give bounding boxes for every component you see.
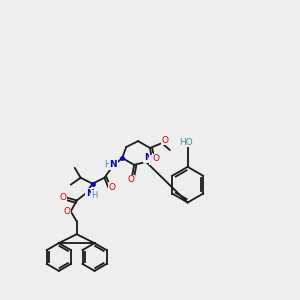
Text: O: O (109, 183, 116, 192)
Text: H: H (150, 155, 156, 164)
Text: O: O (161, 136, 168, 145)
Text: H: H (104, 160, 111, 169)
Text: O: O (152, 154, 159, 164)
Text: O: O (63, 207, 70, 216)
Text: N: N (86, 189, 93, 198)
Text: H: H (91, 191, 98, 200)
Text: N: N (144, 153, 152, 162)
Text: N: N (110, 160, 117, 169)
Text: O: O (59, 193, 66, 202)
Text: HO: HO (179, 138, 193, 147)
Text: O: O (128, 175, 135, 184)
